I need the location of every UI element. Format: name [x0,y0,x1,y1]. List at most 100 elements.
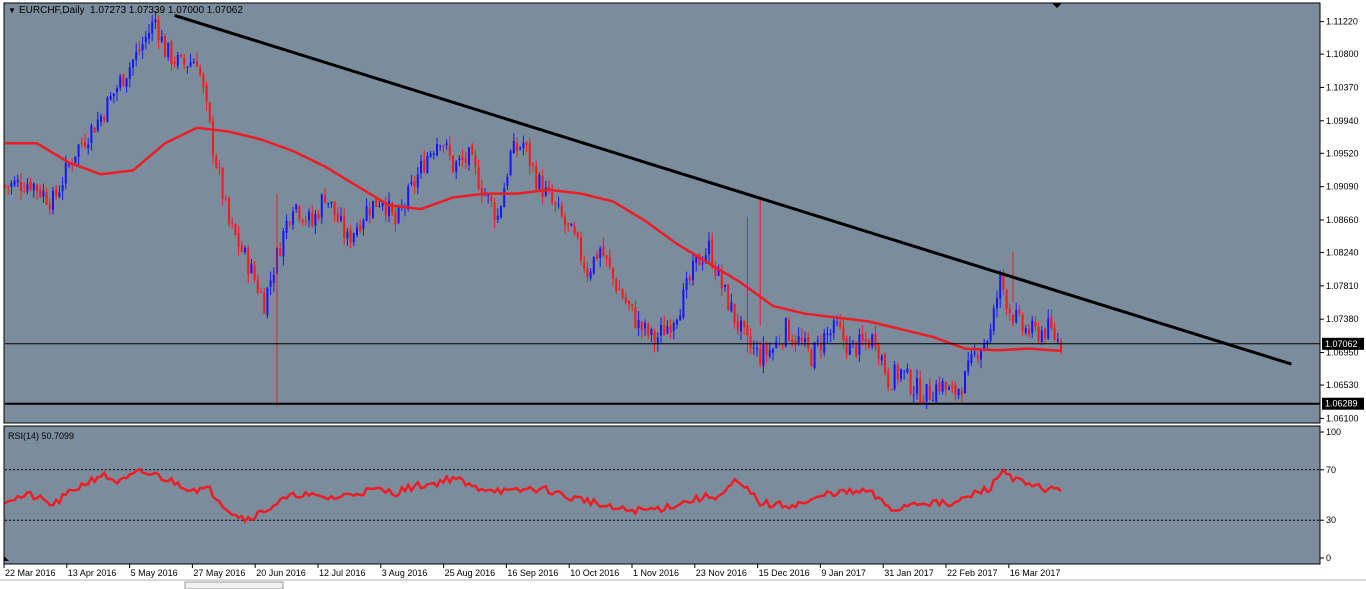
candle [605,254,608,267]
candle [106,96,109,123]
candle [912,385,915,404]
candle [317,210,320,221]
candle [528,137,531,175]
candle [23,182,26,194]
candle [909,368,912,396]
candle [180,53,182,59]
candle [951,380,954,394]
price-tick-label: 1.09520 [1326,148,1359,158]
candle [730,293,733,313]
candle [663,315,666,336]
candle [989,323,992,344]
chart-tab[interactable] [184,581,284,589]
candle [154,11,157,29]
candle [1028,323,1030,338]
candle [1050,309,1053,331]
candle [429,151,432,159]
candle [128,62,131,88]
chart-shift-marker-icon[interactable] [1052,3,1062,8]
candle [352,232,355,247]
candle [1021,312,1024,337]
time-tick-label: 10 Oct 2016 [570,568,619,578]
price-tick-label: 1.06950 [1326,347,1359,357]
candle [864,332,867,351]
candle [135,43,138,67]
candle [698,253,701,266]
price-panel[interactable] [4,3,1320,423]
trend-line[interactable] [174,13,1292,366]
candle [797,327,800,346]
candle [845,335,848,360]
candle [7,185,10,195]
candle [941,377,944,395]
candle [644,319,646,336]
candle [576,231,579,241]
time-tick-label: 15 Dec 2016 [759,568,810,578]
candle [618,280,621,291]
candle [656,332,659,352]
candle [871,333,874,350]
candle [893,361,896,391]
rsi-panel[interactable] [4,426,1320,564]
candle [1015,302,1018,325]
candle [496,208,499,224]
candle [138,41,141,56]
candle [679,308,682,321]
candle [919,370,922,405]
candle [333,201,336,223]
candle [708,232,710,264]
candle [896,362,899,386]
candle [839,313,842,330]
candle [970,350,973,366]
time-tick-label: 20 Jun 2016 [256,568,306,578]
candle [84,133,86,150]
candle [10,180,13,195]
candle [410,175,413,186]
candle [813,341,816,370]
candle [432,150,435,160]
candle [519,146,522,151]
candle [292,207,294,230]
candle [480,179,483,203]
candle [765,341,768,363]
candle [490,194,493,208]
time-tick-label: 16 Mar 2017 [1010,568,1061,578]
candle [621,287,624,300]
candle [474,149,477,175]
time-tick-label: 22 Mar 2016 [5,568,56,578]
candle [260,287,262,294]
candle [500,205,502,220]
current-price-label: 1.07062 [1322,337,1364,350]
price-tick-label: 1.06530 [1326,380,1359,390]
time-tick-label: 23 Nov 2016 [696,568,747,578]
price-spikes [276,193,1014,407]
candle [183,54,186,70]
candle [711,232,714,270]
candle [330,201,333,209]
candle [250,258,253,274]
candle [596,250,598,261]
candle [602,237,605,258]
time-tick-label: 16 Sep 2016 [507,568,558,578]
candle [93,126,96,133]
candle [170,39,173,71]
candle [996,290,998,318]
candle [439,144,442,152]
price-tick-label: 1.11220 [1326,17,1358,27]
candle [61,177,64,201]
candle [932,391,934,402]
candle [420,154,422,179]
chart-menu-arrow-icon[interactable]: ▼ [8,6,16,15]
candle [29,177,32,192]
candle [167,42,170,61]
candle [522,135,525,156]
candle [986,339,989,349]
candle [928,378,931,401]
time-tick-label: 22 Feb 2017 [947,568,998,578]
price-tick-label: 1.07810 [1326,281,1359,291]
candle [96,111,99,133]
candle [592,256,595,276]
candle [416,166,419,195]
candle [160,29,163,44]
